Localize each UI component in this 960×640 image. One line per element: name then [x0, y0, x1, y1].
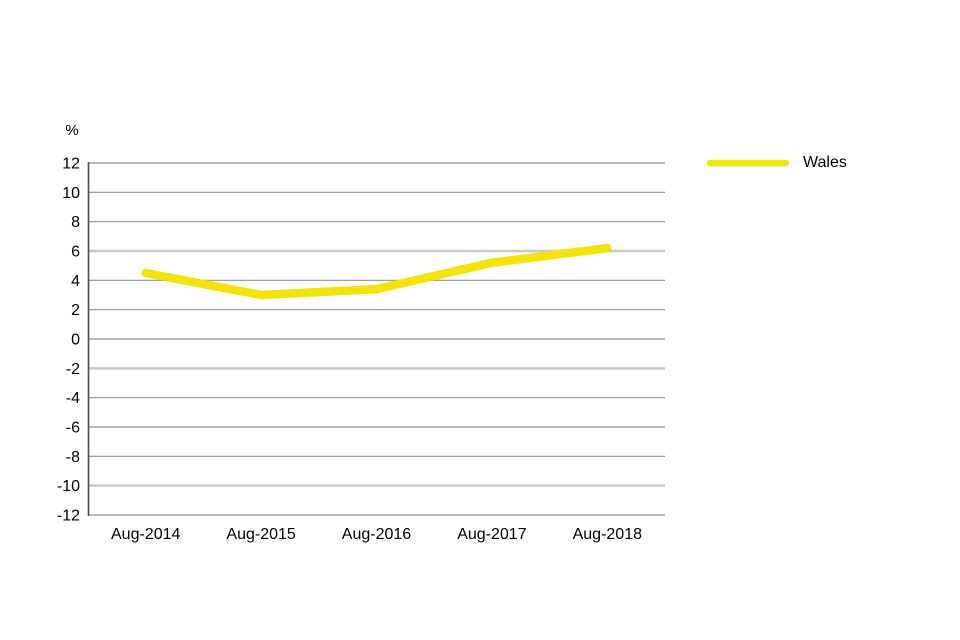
y-tick-label: -10 [57, 478, 80, 495]
legend-line-swatch [706, 159, 790, 167]
y-tick-label: -12 [57, 508, 80, 525]
data-line-wales [141, 243, 612, 300]
x-tick-label: Aug-2016 [342, 526, 411, 543]
y-tick-label: -6 [66, 420, 80, 437]
y-tick-label: -2 [66, 361, 80, 378]
y-tick-label: 0 [71, 332, 80, 349]
y-tick-label: 10 [62, 185, 80, 202]
y-tick-label: -8 [66, 449, 80, 466]
y-tick-label: 12 [62, 156, 80, 173]
y-tick-label: 2 [71, 302, 80, 319]
y-tick-label: 6 [71, 244, 80, 261]
legend-label: Wales [803, 154, 847, 171]
x-tick-label: Aug-2014 [111, 526, 180, 543]
x-tick-label: Aug-2015 [226, 526, 295, 543]
y-axis-unit-label: % [65, 122, 79, 139]
y-tick-label: 8 [71, 214, 80, 231]
y-tick-label: 4 [71, 273, 80, 290]
x-tick-label: Aug-2017 [457, 526, 526, 543]
y-tick-label: -4 [66, 390, 80, 407]
x-tick-label: Aug-2018 [573, 526, 642, 543]
legend: Wales [705, 152, 847, 174]
